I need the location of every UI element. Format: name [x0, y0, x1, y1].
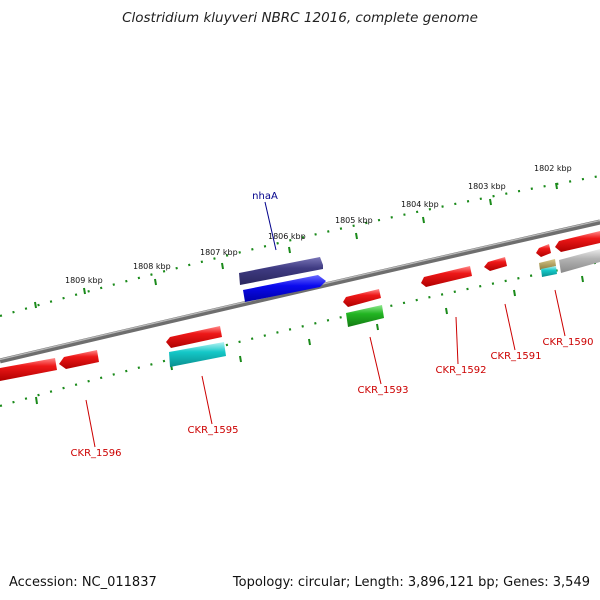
gene-label-ckr-1595[interactable]: CKR_1595 [188, 425, 239, 436]
scale-label-1808: 1808 kbp [133, 262, 171, 271]
accession-text: Accession: NC_011837 [9, 575, 157, 590]
scale-labels: 1809 kbp 1808 kbp 1807 kbp 1806 kbp 1805… [65, 164, 572, 285]
outer-scale-track [0, 174, 600, 318]
gene-right-edge-red[interactable] [555, 231, 600, 252]
scale-label-1805: 1805 kbp [335, 216, 373, 225]
connector-ckr-1596 [85, 399, 96, 448]
gene-ckr-1591[interactable] [484, 257, 507, 271]
gene-label-nhaA[interactable]: nhaA [252, 191, 278, 202]
connector-ckr-1591 [504, 303, 516, 351]
label-connectors [85, 201, 566, 448]
scale-label-1803: 1803 kbp [468, 182, 506, 191]
map-title: Clostridium kluyveri NBRC 12016, complet… [122, 10, 478, 26]
scale-label-1807: 1807 kbp [200, 248, 238, 257]
gene-ckr-1592[interactable] [421, 266, 472, 287]
gene-label-ckr-1592[interactable]: CKR_1592 [436, 365, 487, 376]
gene-ckr-1595-upper[interactable] [166, 326, 222, 348]
gene-ckr-1593-upper[interactable] [343, 289, 381, 307]
gene-nhaA[interactable] [243, 275, 326, 302]
gene-label-ckr-1590[interactable]: CKR_1590 [543, 337, 594, 348]
gene-ckr-1590-small[interactable] [536, 244, 551, 257]
gene-label-ckr-1593[interactable]: CKR_1593 [358, 385, 409, 396]
outer-scale-major-ticks [34, 182, 558, 309]
scale-label-1804: 1804 kbp [401, 200, 439, 209]
connector-ckr-1595 [201, 375, 213, 425]
gene-label-ckr-1596[interactable]: CKR_1596 [71, 448, 122, 459]
reverse-genes [169, 249, 600, 367]
connector-nhaA [264, 201, 277, 251]
connector-ckr-1590 [554, 289, 566, 337]
gene-ckr-1595[interactable] [169, 342, 226, 367]
gene-right-edge-gray[interactable] [559, 249, 600, 273]
connector-ckr-1593 [369, 336, 382, 385]
gene-ckr-1590-olive[interactable] [539, 259, 556, 270]
gene-ckr-1590[interactable] [541, 266, 557, 277]
scale-label-1809: 1809 kbp [65, 276, 103, 285]
connector-ckr-1592 [455, 316, 459, 365]
scale-label-1802: 1802 kbp [534, 164, 572, 173]
gene-ckr-1596[interactable] [59, 350, 99, 369]
genome-summary-text: Topology: circular; Length: 3,896,121 bp… [232, 575, 590, 590]
genome-backbone [0, 219, 600, 364]
gene-ckr-1593[interactable] [346, 305, 384, 327]
gene-navy-feature[interactable] [239, 257, 323, 285]
inner-scale-major-ticks [35, 275, 584, 405]
gene-labels: nhaA CKR_1596 CKR_1595 CKR_1593 CKR_1592… [71, 191, 594, 459]
gene-left-edge-red[interactable] [0, 358, 57, 381]
forward-genes [0, 231, 600, 381]
gene-label-ckr-1591[interactable]: CKR_1591 [491, 351, 542, 362]
scale-label-1806: 1806 kbp [268, 232, 306, 241]
